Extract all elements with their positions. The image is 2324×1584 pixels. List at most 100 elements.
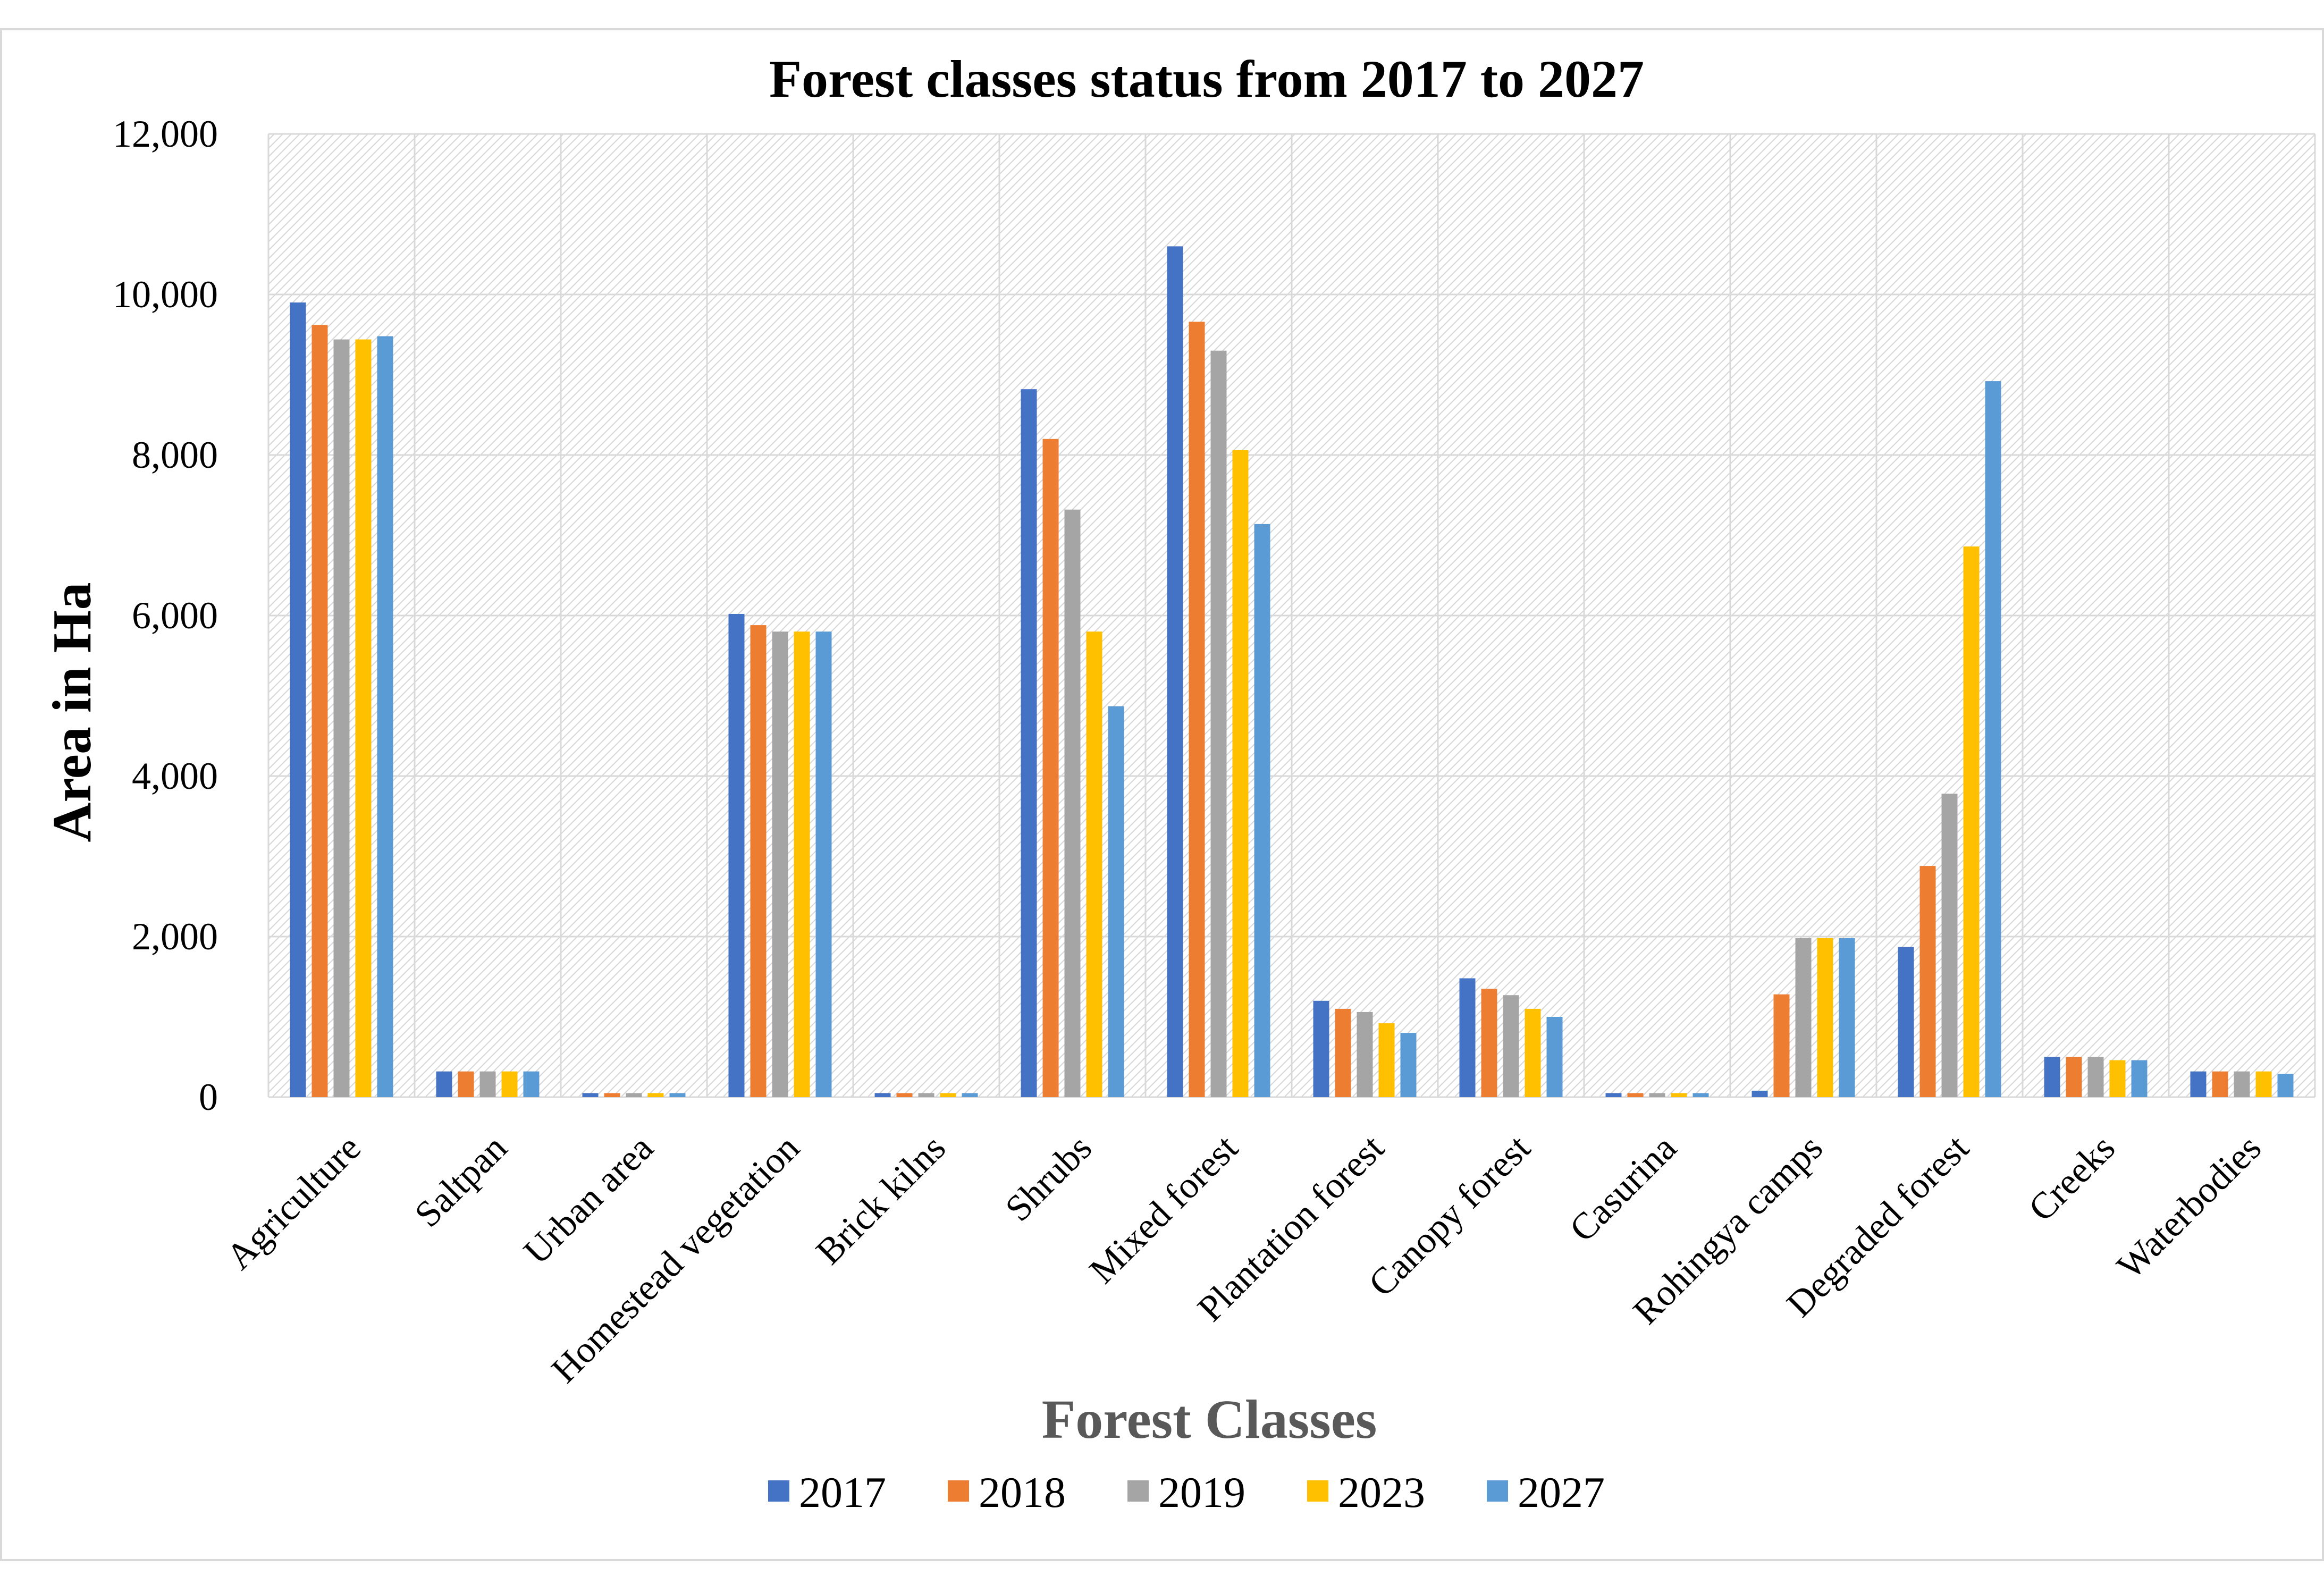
bar-2027 (1400, 1033, 1417, 1097)
bar-2027 (962, 1093, 978, 1097)
x-axis-label: Forest Classes (1042, 1389, 1377, 1450)
bar-2017 (1898, 947, 1914, 1097)
bar-2019 (1503, 995, 1519, 1097)
bar-2018 (1042, 439, 1059, 1097)
bar-2017 (2044, 1057, 2060, 1097)
bar-2027 (2277, 1074, 2294, 1097)
bar-2017 (1021, 389, 1037, 1098)
bar-2017 (2190, 1071, 2207, 1097)
x-tick-label: Shrubs (998, 1127, 1100, 1229)
x-tick-label: Agriculture (218, 1127, 369, 1278)
bar-2027 (669, 1093, 686, 1097)
bar-2023 (1525, 1008, 1541, 1097)
bar-2027 (1985, 381, 2001, 1097)
bar-2019 (918, 1093, 934, 1097)
x-tick-label: Saltpan (407, 1127, 515, 1235)
y-tick-label: 8,000 (132, 434, 218, 476)
chart-title: Forest classes status from 2017 to 2027 (769, 49, 1644, 108)
bar-2027 (815, 631, 832, 1097)
bar-2027 (1546, 1017, 1563, 1097)
bar-2023 (1671, 1093, 1687, 1097)
bar-2017 (290, 302, 306, 1097)
bar-2023 (940, 1093, 956, 1097)
x-tick-label: Waterbodies (2109, 1127, 2269, 1287)
bar-2018 (1481, 989, 1497, 1097)
bar-2019 (333, 339, 350, 1097)
bar-2027 (2131, 1060, 2148, 1097)
bar-2023 (355, 339, 372, 1097)
chart-border (0, 28, 2324, 1561)
bar-2019 (772, 631, 788, 1097)
y-tick-label: 10,000 (113, 273, 218, 316)
bar-2019 (2087, 1057, 2104, 1097)
bar-2018 (604, 1093, 620, 1097)
legend-label-2027: 2027 (1518, 1468, 1605, 1516)
bars-layer (290, 246, 2294, 1098)
bar-2019 (2234, 1071, 2250, 1097)
bar-2027 (1108, 706, 1124, 1097)
x-tick-label: Creeks (2021, 1127, 2123, 1229)
bar-2018 (1189, 322, 1205, 1097)
legend-swatch-2019 (1127, 1480, 1149, 1502)
bar-2018 (1335, 1008, 1351, 1097)
bar-2023 (1817, 938, 1833, 1097)
bar-2023 (647, 1093, 664, 1097)
bar-2023 (2109, 1060, 2126, 1097)
bar-2018 (750, 625, 767, 1097)
bar-2018 (1919, 866, 1936, 1097)
bar-2017 (1167, 246, 1183, 1097)
bar-2017 (436, 1071, 452, 1097)
bar-2027 (1693, 1093, 1709, 1097)
legend-swatch-2018 (948, 1480, 969, 1502)
y-tick-label: 0 (199, 1076, 218, 1118)
x-tick-label: Urban area (516, 1127, 661, 1273)
x-tick-label: Mixed forest (1082, 1127, 1246, 1291)
legend-label-2023: 2023 (1338, 1468, 1425, 1516)
bar-2027 (523, 1071, 540, 1097)
bar-2018 (1773, 994, 1790, 1097)
bar-2023 (501, 1071, 518, 1097)
bar-2018 (1627, 1093, 1644, 1097)
bar-2017 (1459, 978, 1476, 1097)
y-tick-label: 12,000 (113, 113, 218, 155)
bar-2019 (626, 1093, 642, 1097)
bar-2019 (1795, 938, 1812, 1097)
legend-swatch-2023 (1307, 1480, 1328, 1502)
legend-label-2018: 2018 (979, 1468, 1066, 1516)
bar-2017 (1605, 1093, 1622, 1097)
bar-2019 (1064, 509, 1081, 1098)
x-tick-label: Casurina (1562, 1127, 1684, 1250)
legend-label-2019: 2019 (1158, 1468, 1245, 1516)
y-tick-label: 6,000 (132, 594, 218, 637)
bar-2023 (2255, 1071, 2272, 1097)
y-axis-label: Area in Ha (41, 582, 103, 842)
bar-2019 (1649, 1093, 1665, 1097)
bar-2019 (479, 1071, 496, 1097)
bar-2027 (1839, 938, 1855, 1097)
bar-2019 (1357, 1012, 1373, 1097)
bar-2017 (874, 1093, 891, 1097)
bar-2023 (1232, 450, 1249, 1098)
bar-2017 (1313, 1000, 1329, 1097)
bar-2027 (377, 336, 393, 1097)
bar-2017 (1752, 1090, 1768, 1097)
y-tick-label: 4,000 (132, 755, 218, 797)
bar-2027 (1254, 524, 1270, 1097)
legend-swatch-2027 (1487, 1480, 1508, 1502)
x-tick-label: Homestead vegetation (544, 1127, 807, 1391)
bar-2023 (794, 631, 810, 1097)
bar-2018 (458, 1071, 474, 1097)
bar-2018 (896, 1093, 913, 1097)
y-tick-label: 2,000 (132, 915, 218, 958)
bar-2018 (311, 325, 328, 1097)
x-tick-label: Brick kilns (809, 1127, 954, 1273)
bar-2023 (1378, 1023, 1395, 1097)
bar-2018 (2066, 1057, 2082, 1097)
bar-2019 (1941, 794, 1958, 1097)
legend-swatch-2017 (768, 1480, 789, 1502)
bar-2017 (582, 1093, 599, 1097)
bar-2023 (1086, 631, 1102, 1097)
legend-label-2017: 2017 (799, 1468, 886, 1516)
